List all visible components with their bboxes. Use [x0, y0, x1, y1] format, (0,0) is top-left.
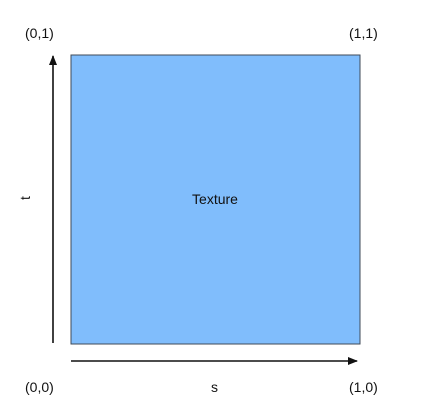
t-axis-label: t — [17, 196, 33, 200]
texture-label: Texture — [192, 191, 238, 207]
corner-label-top-left: (0,1) — [25, 25, 54, 41]
texture-square — [70, 54, 361, 345]
corner-label-bottom-left: (0,0) — [25, 379, 54, 395]
corner-label-top-right: (1,1) — [349, 25, 378, 41]
corner-label-bottom-right: (1,0) — [349, 379, 378, 395]
s-axis-label: s — [211, 379, 218, 395]
